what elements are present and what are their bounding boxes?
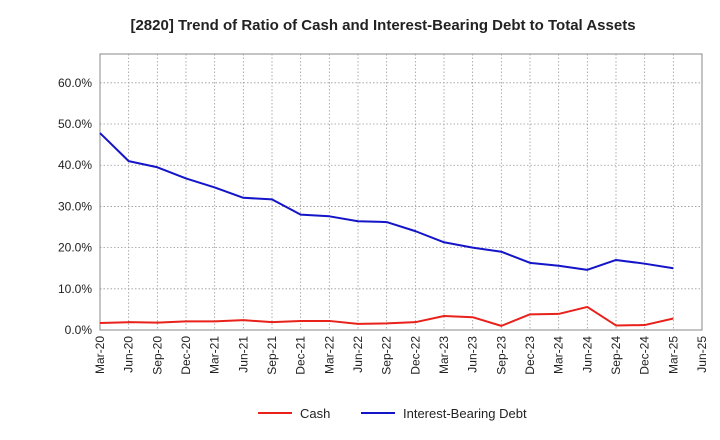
x-tick-label: Dec-22 [408,336,422,375]
series-lines [99,132,674,327]
x-tick-label: Mar-24 [552,336,566,374]
legend: Cash Interest-Bearing Debt [258,406,527,421]
x-tick-label: Sep-23 [494,336,508,375]
x-tick-label: Jun-21 [236,336,250,373]
x-tick-label: Sep-21 [265,336,279,375]
y-axis: 0.0% 10.0% 20.0% 30.0% 40.0% 50.0% 60.0% [58,76,92,337]
legend-label: Interest-Bearing Debt [403,406,527,421]
x-tick-label: Dec-24 [638,336,652,375]
y-tick-label: 10.0% [58,282,92,296]
x-tick-label: Mar-25 [666,336,680,374]
y-tick-label: 20.0% [58,241,92,255]
x-tick-label: Jun-20 [122,336,136,373]
grid [99,54,703,331]
x-tick-label: Dec-20 [179,336,193,375]
legend-label: Cash [300,406,330,421]
x-tick-label: Dec-23 [523,336,537,375]
x-tick-label: Sep-20 [150,336,164,375]
x-tick-label: Mar-23 [437,336,451,374]
y-tick-label: 40.0% [58,158,92,172]
x-tick-label: Jun-24 [580,336,594,373]
x-tick-label: Jun-22 [351,336,365,373]
plot-area [99,53,703,331]
y-tick-label: 50.0% [58,117,92,131]
x-tick-label: Mar-22 [322,336,336,374]
y-tick-label: 30.0% [58,199,92,213]
x-tick-label: Sep-24 [609,336,623,375]
x-tick-label: Jun-25 [695,336,709,373]
x-axis: Mar-20 Jun-20 Sep-20 Dec-20 Mar-21 Jun-21 Sep-… [93,336,709,375]
x-tick-label: Mar-20 [93,336,107,374]
y-tick-label: 60.0% [58,76,92,90]
chart-title: [2820] Trend of Ratio of Cash and Intere… [130,17,635,34]
x-tick-label: Dec-21 [294,336,308,375]
x-tick-label: Sep-22 [380,336,394,375]
x-tick-label: Mar-21 [208,336,222,374]
x-tick-label: Jun-23 [466,336,480,373]
y-tick-label: 0.0% [65,323,93,337]
